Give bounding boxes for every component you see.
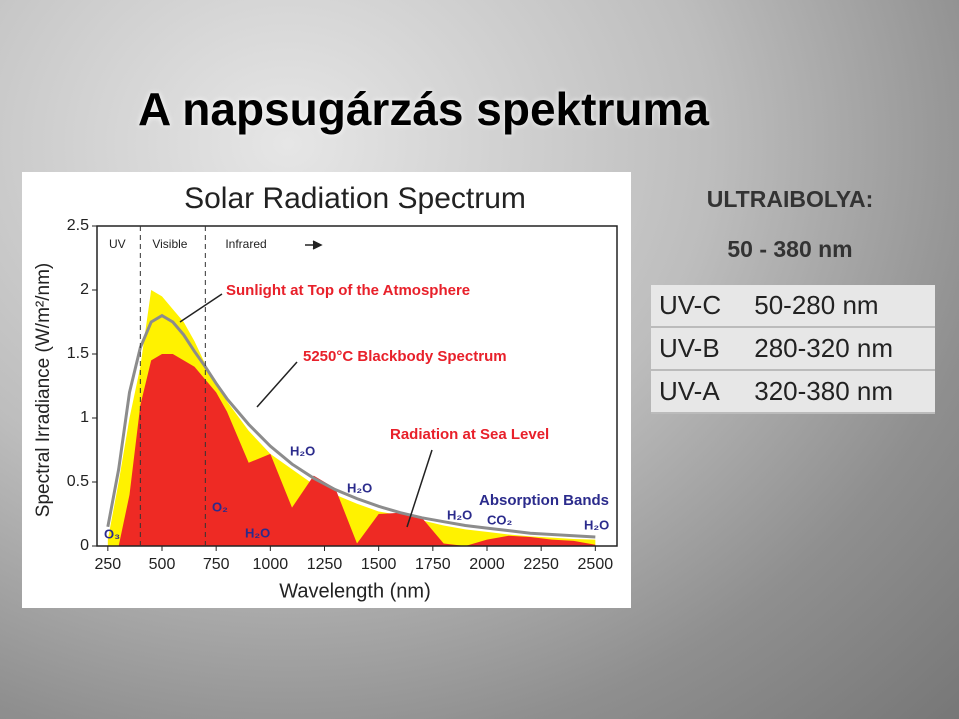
table-cell: 50-280 nm [746, 285, 935, 328]
y-tick-label: 1 [80, 409, 89, 426]
panel-heading: ULTRAIBOLYA: [706, 186, 874, 212]
absorber-label: O₂ [212, 499, 228, 514]
chart-title: Solar Radiation Spectrum [184, 182, 526, 215]
line [106, 313, 596, 539]
x-tick-label: 1000 [253, 556, 289, 573]
table-cell: 280-320 nm [746, 327, 935, 371]
y-tick-label: 2 [80, 281, 89, 298]
x-tick-label: 1750 [415, 556, 451, 573]
absorber-label: H₂O [347, 480, 372, 495]
table-cell: UV-A [651, 370, 747, 414]
region-label: Infrared [225, 237, 266, 251]
table-cell: UV-B [651, 327, 747, 371]
plot: UV Visible Infrared 0 0.5 1 1.5 2 2.5 250 500 750 10… [67, 217, 618, 573]
x-tick-label: 500 [149, 556, 176, 573]
x-tick-label: 250 [94, 556, 121, 573]
absorber-label: CO₂ [487, 512, 513, 527]
panel-range: 50 - 380 nm [727, 236, 853, 262]
slide-title: A napsugárzás spektruma [138, 83, 709, 135]
uv-table: UV-C 50-280 nm UV-B 280-320 nm UV-A 320-380 n… [651, 285, 935, 414]
area [107, 354, 596, 546]
absorber-label: H₂O [245, 525, 270, 540]
chart: Solar Radiation Spectrum Wavelength (nm)… [22, 172, 631, 608]
x-axis-label: Wavelength (nm) [279, 580, 431, 602]
region-label: UV [109, 237, 126, 251]
arrows [179, 240, 433, 528]
annotation: Absorption Bands [479, 492, 609, 509]
x-tick-label: 2500 [578, 556, 614, 573]
y-tick-label: 0 [80, 537, 89, 554]
region-label: Visible [152, 237, 187, 251]
table-cell: 320-380 nm [746, 370, 935, 414]
table-cell: UV-C [651, 285, 747, 328]
annotation: 5250°C Blackbody Spectrum [303, 348, 507, 365]
annotation: Radiation at Sea Level [390, 426, 549, 443]
x-tick-label: 750 [203, 556, 230, 573]
absorber-label: O₃ [104, 526, 120, 541]
x-tick-label: 1250 [307, 556, 343, 573]
x-tick-label: 2000 [469, 556, 505, 573]
y-tick-label: 0.5 [67, 473, 89, 490]
absorber-label: H₂O [290, 443, 315, 458]
annotation: Sunlight at Top of the Atmosphere [226, 282, 470, 299]
table-row: UV-C 50-280 nm [651, 285, 935, 328]
absorber-label: H₂O [447, 507, 472, 522]
plot-frame [96, 225, 618, 547]
y-axis-label: Spectral Irradiance (W/m²/nm) [33, 263, 54, 517]
table-row: UV-B 280-320 nm [651, 327, 935, 371]
x-tick-label: 1500 [361, 556, 397, 573]
table-row: UV-A 320-380 nm [651, 370, 935, 414]
y-tick-label: 2.5 [67, 217, 89, 234]
absorber-label: H₂O [584, 517, 609, 532]
x-tick-label: 2250 [523, 556, 559, 573]
y-tick-label: 1.5 [67, 345, 89, 362]
